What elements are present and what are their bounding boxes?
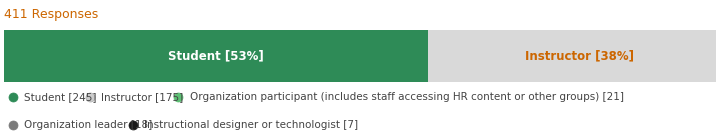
Text: 411 Responses: 411 Responses [4, 8, 98, 21]
Bar [428, 30, 721, 82]
Text: Organization participant (includes staff accessing HR content or other groups) [: Organization participant (includes staff… [190, 92, 624, 102]
Bar [4, 30, 428, 82]
Text: Organization leader [18]: Organization leader [18] [25, 120, 153, 130]
Text: Instructor [38%]: Instructor [38%] [526, 49, 634, 62]
Text: Instructional designer or technologist [7]: Instructional designer or technologist [… [144, 120, 358, 130]
Text: Student [53%]: Student [53%] [168, 49, 264, 62]
Text: Instructor [175]: Instructor [175] [101, 92, 183, 102]
Text: Student [245]: Student [245] [25, 92, 97, 102]
